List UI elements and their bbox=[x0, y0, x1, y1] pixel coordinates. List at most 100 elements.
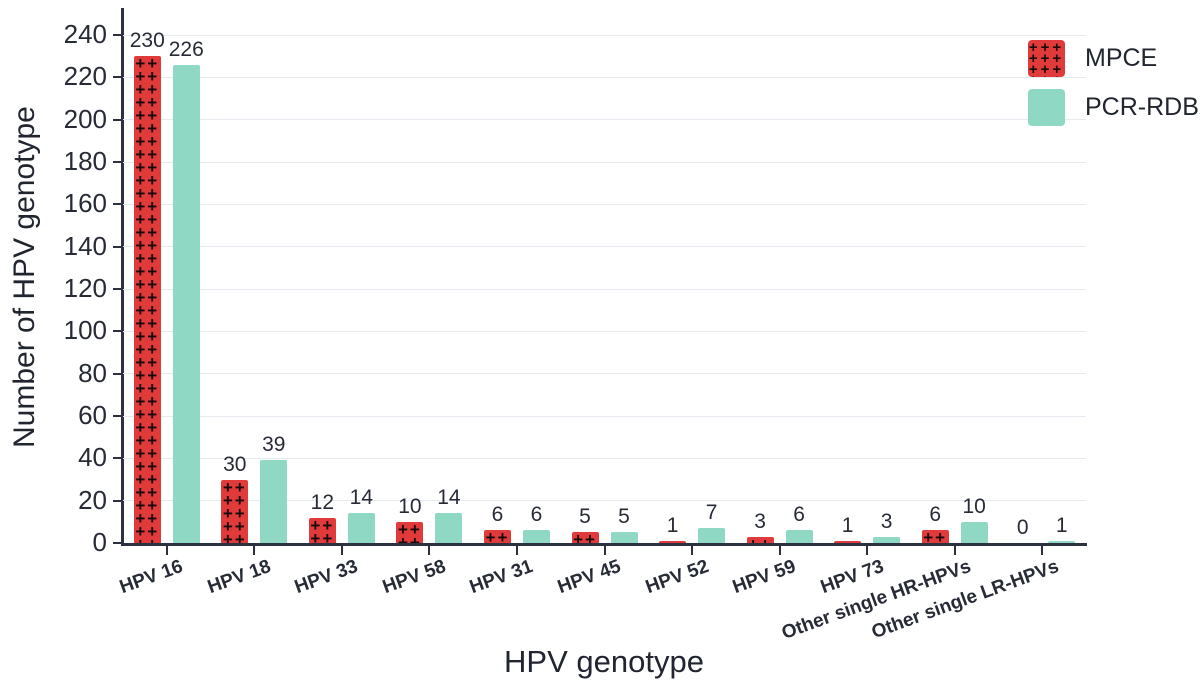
x-axis-line bbox=[121, 543, 1087, 546]
y-axis-tick bbox=[113, 203, 122, 206]
bar-mpce-hpv-45: ++++++++++++++++++++++++++++++++++++++++… bbox=[571, 532, 599, 543]
gridline bbox=[123, 161, 1086, 163]
gridline bbox=[123, 246, 1086, 248]
x-category-label: HPV 31 bbox=[467, 556, 537, 599]
y-axis-tick bbox=[113, 288, 122, 290]
y-axis-tick bbox=[113, 499, 122, 502]
bar-value-label: 7 bbox=[705, 501, 718, 525]
bar-pcr-rdb-hpv-45 bbox=[610, 532, 638, 543]
legend-item-pcr-rdb: PCR-RDB bbox=[1028, 88, 1199, 126]
bar-mpce-other-single-hr-hpvs: ++++++++++++++++++++++++++++++++++++++++… bbox=[921, 530, 949, 543]
bar-pcr-rdb-hpv-33 bbox=[347, 513, 375, 543]
bar-value-label: 1 bbox=[666, 513, 679, 537]
bar-value-label: 10 bbox=[962, 494, 986, 518]
y-axis-tick bbox=[113, 118, 122, 121]
gridline bbox=[123, 500, 1086, 502]
y-tick-label: 220 bbox=[63, 61, 107, 92]
bar-value-label: 1 bbox=[841, 513, 854, 537]
bar-mpce-hpv-16: ++++++++++++++++++++++++++++++++++++++++… bbox=[133, 56, 161, 543]
legend-label-pcr-rdb: PCR-RDB bbox=[1085, 92, 1199, 121]
bar-pcr-rdb-hpv-59 bbox=[785, 530, 813, 543]
gridline bbox=[123, 76, 1086, 78]
x-category-label: HPV 45 bbox=[554, 556, 624, 599]
gridline bbox=[123, 203, 1086, 205]
y-axis-tick bbox=[113, 76, 122, 79]
x-axis-tick bbox=[866, 546, 869, 555]
y-tick-label: 240 bbox=[63, 18, 107, 49]
bar-pcr-rdb-other-single-hr-hpvs bbox=[960, 521, 988, 543]
y-axis-tick bbox=[113, 161, 122, 163]
y-tick-label: 0 bbox=[92, 526, 107, 557]
bar-value-label: 30 bbox=[223, 452, 247, 476]
x-axis-tick bbox=[953, 546, 956, 555]
bar-value-label: 12 bbox=[310, 490, 335, 514]
bar-pcr-rdb-hpv-58 bbox=[435, 513, 463, 543]
bar-value-label: 1 bbox=[1055, 513, 1068, 537]
gridline bbox=[123, 373, 1086, 375]
pcr-rdb-swatch-icon bbox=[1028, 88, 1065, 126]
x-axis-tick bbox=[778, 546, 781, 555]
y-axis-tick bbox=[113, 34, 122, 36]
bar-mpce-hpv-33: ++++++++++++++++++++++++++++++++++++++++… bbox=[308, 517, 336, 543]
legend-item-mpce: ++++++++++++++++++++++++++++++ MPCE bbox=[1028, 39, 1199, 77]
gridline bbox=[123, 415, 1086, 417]
x-category-label: HPV 16 bbox=[117, 556, 186, 599]
y-axis-tick bbox=[113, 372, 122, 375]
y-axis-line bbox=[121, 8, 124, 544]
bar-value-label: 5 bbox=[618, 505, 630, 529]
bar-pcr-rdb-hpv-31 bbox=[522, 530, 550, 543]
y-axis-tick bbox=[113, 457, 122, 460]
mpce-pattern-swatch-icon: ++++++++++++++++++++++++++++++ bbox=[1028, 39, 1065, 77]
bar-value-label: 0 bbox=[1016, 516, 1029, 539]
bar-value-label: 6 bbox=[793, 503, 805, 527]
y-axis-tick bbox=[113, 245, 122, 248]
x-axis-tick bbox=[515, 546, 518, 555]
bar-value-label: 14 bbox=[349, 486, 374, 510]
x-category-label: HPV 33 bbox=[292, 556, 362, 599]
gridline bbox=[123, 457, 1086, 459]
x-axis-tick bbox=[603, 546, 606, 555]
gridline bbox=[123, 34, 1086, 36]
y-axis-tick bbox=[113, 330, 122, 333]
bar-pcr-rdb-hpv-16 bbox=[172, 64, 200, 543]
gridline bbox=[123, 330, 1086, 332]
bar-pcr-rdb-hpv-18 bbox=[260, 460, 288, 543]
x-axis-title: HPV genotype bbox=[504, 644, 704, 679]
y-tick-label: 20 bbox=[78, 484, 107, 515]
y-tick-label: 80 bbox=[78, 357, 107, 388]
legend-label-mpce: MPCE bbox=[1085, 43, 1158, 72]
bar-value-label: 6 bbox=[530, 503, 543, 527]
y-tick-label: 120 bbox=[63, 272, 107, 303]
y-axis-tick bbox=[113, 415, 122, 417]
bar-mpce-hpv-58: ++++++++++++++++++++++++++++++++++++++++… bbox=[396, 521, 424, 543]
x-axis-tick bbox=[1041, 546, 1044, 555]
bar-mpce-hpv-31: ++++++++++++++++++++++++++++++++++++++++… bbox=[483, 530, 511, 543]
y-tick-label: 180 bbox=[63, 145, 107, 176]
bar-value-label: 6 bbox=[491, 503, 504, 527]
y-tick-label: 160 bbox=[63, 188, 107, 219]
gridline bbox=[123, 288, 1086, 290]
y-axis-title: Number of HPV genotype bbox=[8, 106, 41, 448]
bar-value-label: 14 bbox=[437, 486, 461, 510]
bar-pcr-rdb-hpv-73 bbox=[873, 536, 901, 543]
y-tick-label: 140 bbox=[63, 230, 107, 261]
x-axis-tick bbox=[428, 546, 431, 555]
y-tick-label: 60 bbox=[78, 399, 107, 430]
x-category-label: HPV 52 bbox=[642, 556, 712, 599]
x-axis-tick bbox=[165, 546, 168, 555]
y-tick-label: 100 bbox=[63, 315, 107, 346]
x-axis-tick bbox=[253, 546, 256, 555]
bar-mpce-hpv-59: ++++++++++++++++++++++++++++++++++++++++… bbox=[746, 536, 774, 543]
bar-value-label: 230 bbox=[129, 29, 165, 53]
x-category-label: HPV 18 bbox=[204, 556, 274, 599]
x-axis-tick bbox=[340, 546, 343, 555]
bar-value-label: 10 bbox=[398, 494, 422, 518]
x-category-label: HPV 59 bbox=[730, 556, 799, 599]
y-axis-tick bbox=[113, 542, 122, 544]
bar-mpce-hpv-52: ++++++++++++++++++++++++++++++++++++++++… bbox=[659, 540, 687, 543]
gridline bbox=[123, 119, 1086, 121]
legend: ++++++++++++++++++++++++++++++ MPCE PCR-… bbox=[1028, 39, 1199, 137]
bar-mpce-hpv-73: ++++++++++++++++++++++++++++++++++++++++… bbox=[834, 540, 862, 543]
y-tick-label: 200 bbox=[63, 103, 107, 134]
